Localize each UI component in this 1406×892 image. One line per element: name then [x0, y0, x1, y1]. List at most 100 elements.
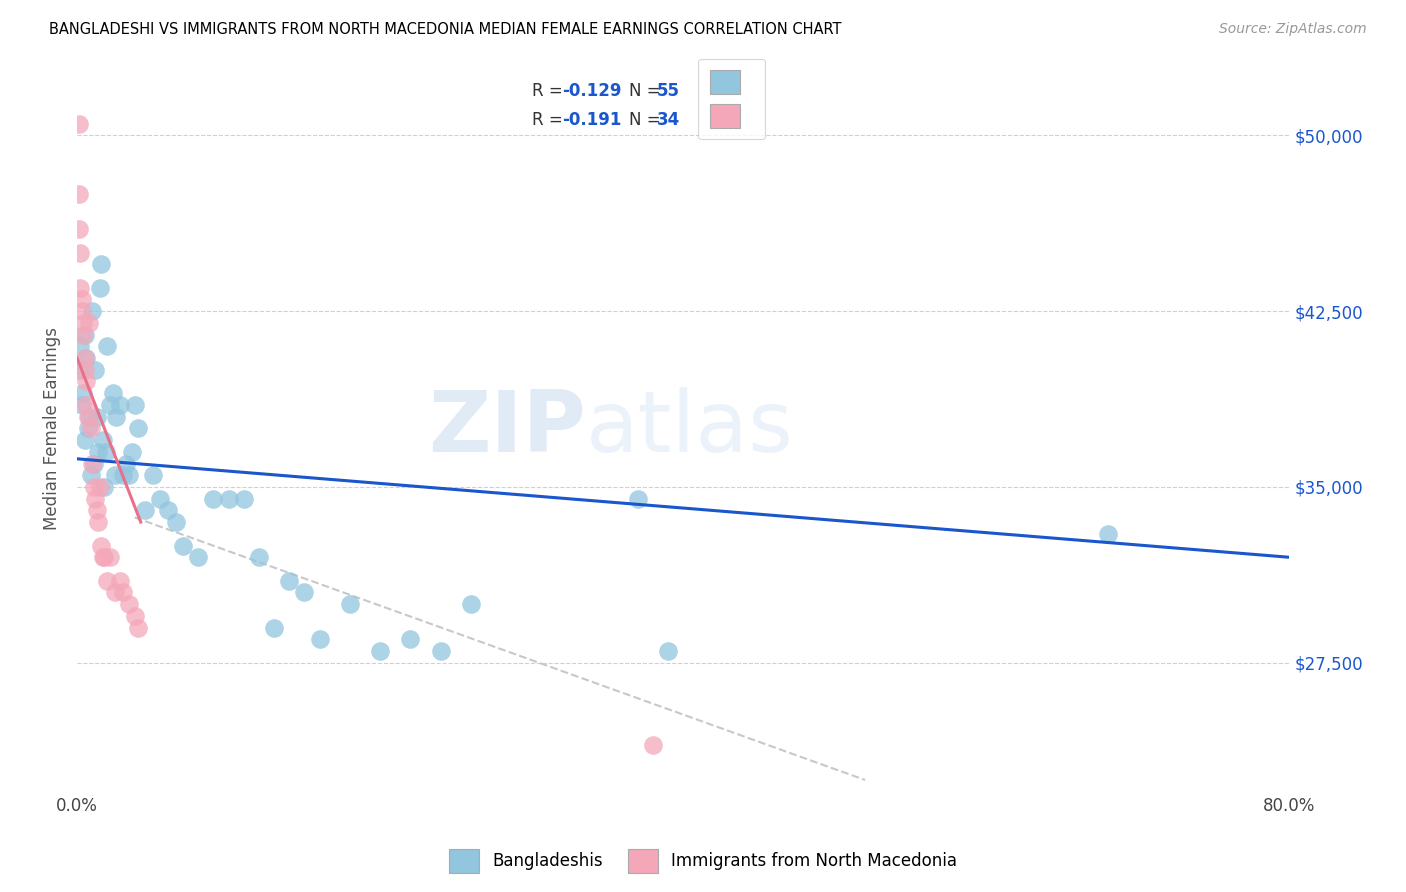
- Point: [86, 503, 108, 517]
- Point: [202, 491, 225, 506]
- Y-axis label: Median Female Earnings: Median Female Earnings: [44, 326, 60, 530]
- Point: [86, 409, 108, 424]
- Point: [96, 339, 118, 353]
- Point: [142, 468, 165, 483]
- Point: [91, 433, 114, 447]
- Text: N =: N =: [628, 112, 665, 129]
- Point: [69, 245, 91, 260]
- Point: [73, 327, 96, 342]
- Point: [67, 363, 90, 377]
- Point: [165, 515, 187, 529]
- Point: [84, 363, 107, 377]
- Point: [263, 621, 285, 635]
- Text: N =: N =: [628, 82, 665, 100]
- Point: [89, 480, 111, 494]
- Text: -0.129: -0.129: [562, 82, 621, 100]
- Text: 34: 34: [657, 112, 681, 129]
- Point: [108, 398, 131, 412]
- Point: [114, 457, 136, 471]
- Point: [90, 539, 112, 553]
- Point: [117, 597, 139, 611]
- Point: [67, 186, 90, 201]
- Point: [278, 574, 301, 588]
- Point: [84, 491, 107, 506]
- Point: [82, 457, 104, 471]
- Point: [111, 468, 134, 483]
- Point: [124, 398, 146, 412]
- Text: ZIP: ZIP: [429, 387, 586, 470]
- Point: [70, 304, 93, 318]
- Text: R =: R =: [531, 82, 568, 100]
- Point: [247, 550, 270, 565]
- Point: [460, 597, 482, 611]
- Point: [292, 585, 315, 599]
- Point: [104, 468, 127, 483]
- Point: [93, 550, 115, 565]
- Point: [77, 409, 100, 424]
- Point: [399, 632, 422, 647]
- Legend: Bangladeshis, Immigrants from North Macedonia: Bangladeshis, Immigrants from North Mace…: [443, 842, 963, 880]
- Text: atlas: atlas: [586, 387, 794, 470]
- Point: [149, 491, 172, 506]
- Point: [80, 468, 103, 483]
- Point: [657, 644, 679, 658]
- Point: [76, 409, 98, 424]
- Point: [627, 491, 650, 506]
- Point: [80, 421, 103, 435]
- Point: [75, 398, 97, 412]
- Point: [156, 503, 179, 517]
- Point: [72, 386, 94, 401]
- Point: [108, 574, 131, 588]
- Point: [72, 327, 94, 342]
- Point: [232, 491, 254, 506]
- Point: [75, 375, 97, 389]
- Point: [70, 293, 93, 307]
- Point: [121, 444, 143, 458]
- Point: [127, 621, 149, 635]
- Text: BANGLADESHI VS IMMIGRANTS FROM NORTH MACEDONIA MEDIAN FEMALE EARNINGS CORRELATIO: BANGLADESHI VS IMMIGRANTS FROM NORTH MAC…: [49, 22, 842, 37]
- Point: [105, 409, 128, 424]
- Point: [100, 550, 122, 565]
- Point: [89, 281, 111, 295]
- Point: [67, 222, 90, 236]
- Point: [111, 585, 134, 599]
- Point: [87, 444, 110, 458]
- Point: [96, 574, 118, 588]
- Point: [187, 550, 209, 565]
- Point: [100, 398, 122, 412]
- Point: [339, 597, 361, 611]
- Point: [82, 304, 104, 318]
- Point: [83, 480, 105, 494]
- Point: [104, 585, 127, 599]
- Point: [93, 480, 115, 494]
- Point: [127, 421, 149, 435]
- Point: [67, 117, 90, 131]
- Point: [218, 491, 240, 506]
- Point: [172, 539, 194, 553]
- Point: [430, 644, 453, 658]
- Point: [77, 316, 100, 330]
- Point: [368, 644, 391, 658]
- Point: [90, 257, 112, 271]
- Point: [75, 351, 97, 365]
- Point: [73, 433, 96, 447]
- Text: Source: ZipAtlas.com: Source: ZipAtlas.com: [1219, 22, 1367, 37]
- Point: [308, 632, 330, 647]
- Text: R =: R =: [531, 112, 568, 129]
- Point: [91, 550, 114, 565]
- Legend: , : ,: [699, 59, 765, 139]
- Point: [72, 316, 94, 330]
- Point: [73, 351, 96, 365]
- Text: 55: 55: [657, 82, 679, 100]
- Point: [117, 468, 139, 483]
- Text: -0.191: -0.191: [562, 112, 621, 129]
- Point: [1097, 526, 1119, 541]
- Point: [87, 515, 110, 529]
- Point: [69, 281, 91, 295]
- Point: [83, 457, 105, 471]
- Point: [69, 339, 91, 353]
- Point: [73, 363, 96, 377]
- Point: [70, 398, 93, 412]
- Point: [641, 738, 664, 752]
- Point: [134, 503, 156, 517]
